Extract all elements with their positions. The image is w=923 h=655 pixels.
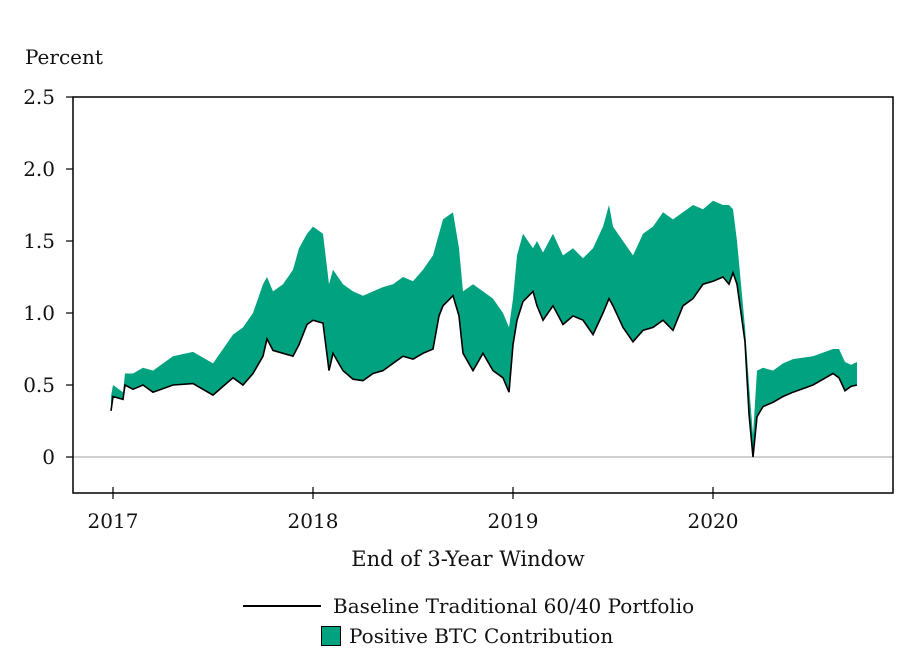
- baseline-line: [110, 270, 858, 458]
- legend-label-baseline: Baseline Traditional 60/40 Portfolio: [333, 594, 695, 618]
- btc-contribution-area: [111, 200, 857, 457]
- legend-item-baseline: Baseline Traditional 60/40 Portfolio: [243, 594, 694, 618]
- plot-frame: [72, 96, 894, 494]
- x-axis-label: End of 3-Year Window: [351, 547, 584, 571]
- y-tick-label: 1.0: [23, 301, 55, 325]
- x-tick-label: 2020: [688, 509, 739, 533]
- chart: Percent 2.5 2.0 1.5 1.0 0.5 0 2017 2018 2019 202…: [23, 45, 894, 571]
- legend-label-btc: Positive BTC Contribution: [349, 624, 614, 648]
- legend-line-swatch: [243, 605, 321, 607]
- x-tick-label: 2019: [488, 509, 539, 533]
- legend-fill-swatch: [321, 626, 341, 646]
- plot-area: [73, 200, 893, 458]
- y-tick-label: 2.5: [23, 85, 55, 109]
- legend-item-btc: Positive BTC Contribution: [321, 624, 613, 648]
- y-axis-ticks: 2.5 2.0 1.5 1.0 0.5 0: [23, 85, 73, 469]
- y-tick-label: 1.5: [23, 229, 55, 253]
- x-tick-label: 2018: [288, 509, 339, 533]
- x-tick-label: 2017: [88, 509, 139, 533]
- y-tick-label: 0.5: [23, 373, 55, 397]
- x-axis-ticks: 2017 2018 2019 2020: [88, 487, 739, 533]
- y-axis-label: Percent: [25, 45, 103, 69]
- y-tick-label: 0: [42, 445, 55, 469]
- y-tick-label: 2.0: [23, 157, 55, 181]
